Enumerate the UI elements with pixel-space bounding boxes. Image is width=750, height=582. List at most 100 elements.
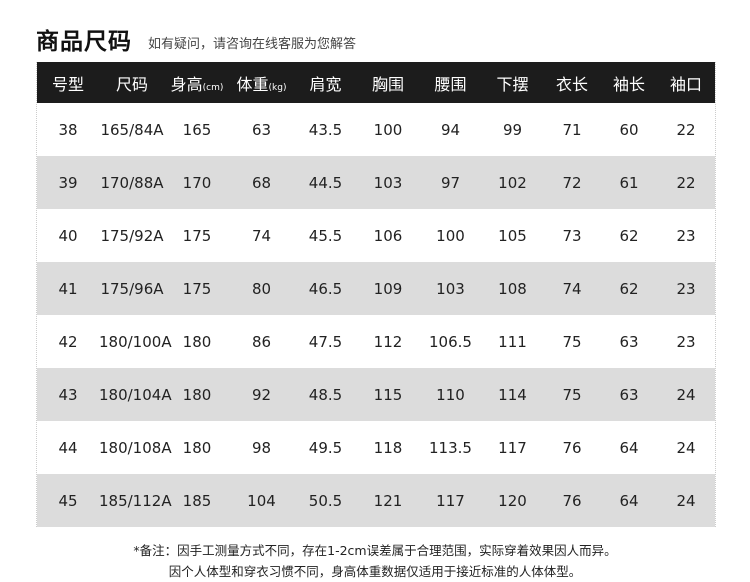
table-cell: 63 xyxy=(251,120,272,139)
table-cell: 180 xyxy=(182,332,212,351)
table-cell: 75 xyxy=(562,385,582,404)
table-cell: 185/112A xyxy=(99,491,172,510)
table-cell: 108 xyxy=(498,279,527,298)
column-label: 身高 xyxy=(170,74,203,94)
table-cell: 24 xyxy=(676,491,696,510)
table-cell: 75 xyxy=(562,332,582,351)
table-header: 号型 尺码 身高(cm) 体重(kg) 肩宽 胸围 腰围 下摆 衣长 袖长 袖口 xyxy=(37,62,715,103)
column-header: 号型 xyxy=(37,71,99,95)
table-cell: 41 xyxy=(58,279,78,298)
table-cell: 175 xyxy=(182,226,212,245)
table-cell: 72 xyxy=(562,173,582,192)
column-header: 尺码 xyxy=(99,71,165,95)
table-cell: 106.5 xyxy=(429,332,472,351)
column-label: 下摆 xyxy=(496,74,529,94)
table-cell: 100 xyxy=(373,120,403,139)
table-cell: 43 xyxy=(58,385,78,404)
table-row: 40 175/92A 175 74 45.5 106 100 105 73 62 23 xyxy=(37,209,715,262)
size-table: 号型 尺码 身高(cm) 体重(kg) 肩宽 胸围 腰围 下摆 衣长 袖长 袖口 38 165/84A… xyxy=(36,62,716,527)
table-cell: 22 xyxy=(676,173,696,192)
table-cell: 48.5 xyxy=(308,385,343,404)
table-cell: 103 xyxy=(436,279,465,298)
table-row: 39 170/88A 170 68 44.5 103 97 102 72 61 22 xyxy=(37,156,715,209)
table-cell: 109 xyxy=(373,279,403,298)
table-row: 43 180/104A 180 92 48.5 115 110 114 75 63 24 xyxy=(37,368,715,421)
table-cell: 112 xyxy=(373,332,403,351)
column-unit: (kg) xyxy=(268,82,287,93)
table-cell: 47.5 xyxy=(308,332,343,351)
table-cell: 63 xyxy=(619,332,639,351)
note-line: 因个人体型和穿衣习惯不同，身高体重数据仅适用于接近标准的人体体型。 xyxy=(168,564,582,579)
table-cell: 117 xyxy=(436,491,465,510)
table-cell: 121 xyxy=(373,491,403,510)
table-cell: 99 xyxy=(502,120,523,139)
table-cell: 64 xyxy=(619,438,639,457)
table-cell: 175/92A xyxy=(100,226,164,245)
table-cell: 49.5 xyxy=(308,438,343,457)
notes: *备注：因手工测量方式不同，存在1-2cm误差属于合理范围，实际穿着效果因人而异… xyxy=(0,540,750,582)
table-cell: 120 xyxy=(498,491,527,510)
table-cell: 38 xyxy=(58,120,78,139)
table-cell: 42 xyxy=(58,332,78,351)
table-cell: 113.5 xyxy=(429,438,472,457)
column-header: 身高(cm) xyxy=(165,71,229,95)
table-cell: 76 xyxy=(562,438,582,457)
page-subtitle: 如有疑问，请咨询在线客服为您解答 xyxy=(148,37,357,52)
table-cell: 175/96A xyxy=(100,279,164,298)
column-header: 袖口 xyxy=(657,71,715,95)
table-cell: 115 xyxy=(373,385,403,404)
table-cell: 103 xyxy=(373,173,403,192)
table-cell: 110 xyxy=(436,385,465,404)
table-cell: 60 xyxy=(619,120,639,139)
table-cell: 86 xyxy=(251,332,272,351)
table-cell: 46.5 xyxy=(308,279,343,298)
column-label: 衣长 xyxy=(555,74,588,94)
table-cell: 170 xyxy=(182,173,212,192)
table-row: 44 180/108A 180 98 49.5 118 113.5 117 76 64 24 xyxy=(37,421,715,474)
table-cell: 68 xyxy=(251,173,272,192)
table-cell: 185 xyxy=(182,491,212,510)
column-header: 衣长 xyxy=(543,71,601,95)
table-cell: 44.5 xyxy=(308,173,343,192)
table-cell: 23 xyxy=(676,332,696,351)
table-cell: 105 xyxy=(498,226,527,245)
table-row: 38 165/84A 165 63 43.5 100 94 99 71 60 22 xyxy=(37,103,715,156)
column-header: 袖长 xyxy=(601,71,657,95)
table-cell: 117 xyxy=(498,438,527,457)
table-cell: 24 xyxy=(676,385,696,404)
table-cell: 62 xyxy=(619,226,639,245)
table-cell: 73 xyxy=(562,226,582,245)
note-line: *备注：因手工测量方式不同，存在1-2cm误差属于合理范围，实际穿着效果因人而异… xyxy=(133,543,617,558)
table-cell: 74 xyxy=(251,226,272,245)
table-cell: 94 xyxy=(440,120,461,139)
page-title: 商品尺码 xyxy=(36,29,132,55)
table-cell: 98 xyxy=(251,438,272,457)
table-cell: 76 xyxy=(562,491,582,510)
column-header: 腰围 xyxy=(419,71,482,95)
column-label: 袖口 xyxy=(669,74,702,94)
table-cell: 40 xyxy=(58,226,78,245)
table-cell: 44 xyxy=(58,438,78,457)
table-cell: 102 xyxy=(498,173,527,192)
column-unit: (cm) xyxy=(202,82,224,93)
table-cell: 22 xyxy=(676,120,696,139)
column-label: 尺码 xyxy=(115,74,148,94)
column-header: 体重(kg) xyxy=(229,71,294,95)
table-cell: 45.5 xyxy=(308,226,343,245)
table-cell: 165/84A xyxy=(100,120,164,139)
table-row: 42 180/100A 180 86 47.5 112 106.5 111 75 63 23 xyxy=(37,315,715,368)
column-label: 胸围 xyxy=(371,74,404,94)
column-label: 号型 xyxy=(51,74,84,94)
column-header: 肩宽 xyxy=(294,71,357,95)
table-cell: 175 xyxy=(182,279,212,298)
column-label: 体重 xyxy=(236,74,269,94)
column-header: 下摆 xyxy=(482,71,543,95)
table-row: 45 185/112A 185 104 50.5 121 117 120 76 64 24 xyxy=(37,474,715,527)
column-label: 袖长 xyxy=(612,74,645,94)
table-cell: 165 xyxy=(182,120,212,139)
table-cell: 63 xyxy=(619,385,639,404)
table-cell: 114 xyxy=(498,385,527,404)
table-cell: 180 xyxy=(182,438,212,457)
table-cell: 39 xyxy=(58,173,78,192)
table-cell: 111 xyxy=(498,332,527,351)
